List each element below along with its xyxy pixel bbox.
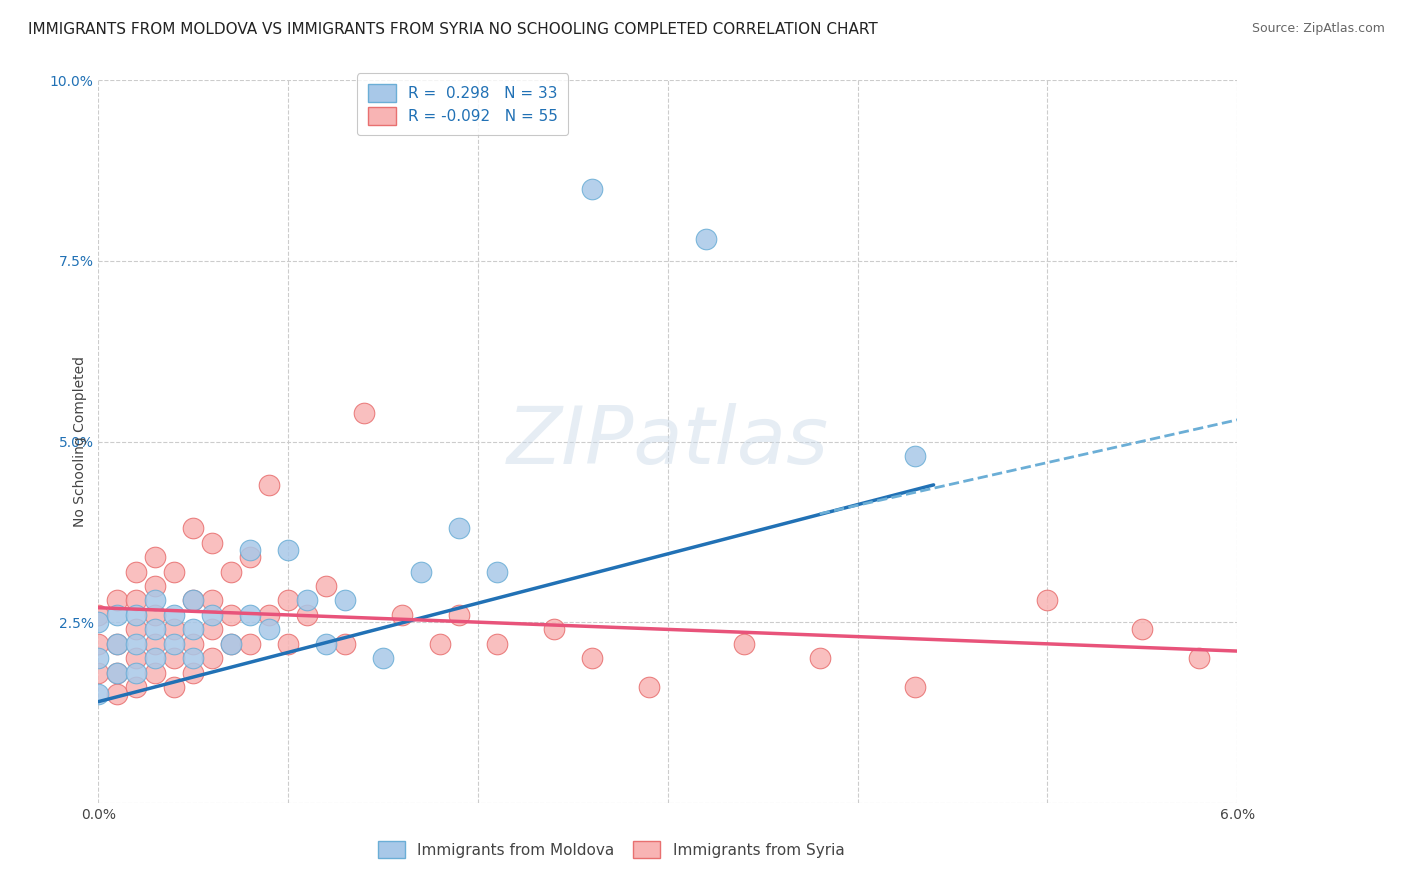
Point (335, 593, 357, 607)
Point (145, 651, 167, 665)
Point (486, 565, 509, 579)
Point (145, 550, 167, 565)
Point (904, 680, 927, 694)
Point (239, 542, 262, 557)
Point (239, 550, 262, 565)
Point (259, 478, 281, 492)
Point (1132, 623, 1154, 637)
Point (125, 623, 148, 637)
Point (449, 607, 471, 622)
Point (145, 623, 167, 637)
Point (449, 521, 471, 535)
Point (87, 615, 110, 630)
Point (277, 542, 299, 557)
Point (221, 607, 243, 622)
Point (107, 593, 129, 607)
Point (371, 651, 394, 665)
Point (201, 535, 224, 549)
Point (87, 637, 110, 651)
Point (145, 579, 167, 593)
Point (163, 651, 186, 665)
Point (145, 637, 167, 651)
Point (391, 607, 413, 622)
Point (733, 637, 755, 651)
Point (315, 579, 337, 593)
Point (183, 521, 205, 535)
Point (163, 607, 186, 622)
Point (429, 637, 451, 651)
Point (125, 651, 148, 665)
Point (183, 593, 205, 607)
Point (259, 607, 281, 622)
Point (107, 687, 129, 701)
Point (277, 593, 299, 607)
Point (259, 623, 281, 637)
Point (297, 593, 319, 607)
Point (543, 623, 565, 637)
Y-axis label: No Schooling Completed: No Schooling Completed (73, 356, 87, 527)
Point (335, 637, 357, 651)
Point (163, 565, 186, 579)
Point (107, 607, 129, 622)
Point (87, 607, 110, 622)
Point (808, 651, 831, 665)
Point (107, 637, 129, 651)
Point (201, 651, 224, 665)
Point (107, 665, 129, 680)
Point (125, 680, 148, 694)
Legend: Immigrants from Moldova, Immigrants from Syria: Immigrants from Moldova, Immigrants from… (368, 831, 853, 867)
Text: Source: ZipAtlas.com: Source: ZipAtlas.com (1251, 22, 1385, 36)
Point (87, 687, 110, 701)
Point (221, 637, 243, 651)
Point (125, 607, 148, 622)
Point (145, 665, 167, 680)
Point (107, 665, 129, 680)
Point (581, 182, 603, 196)
Point (125, 665, 148, 680)
Point (315, 637, 337, 651)
Point (145, 607, 167, 622)
Point (353, 406, 375, 420)
Point (163, 637, 186, 651)
Point (163, 680, 186, 694)
Point (201, 623, 224, 637)
Point (1188, 651, 1211, 665)
Point (1036, 593, 1059, 607)
Point (183, 593, 205, 607)
Point (581, 651, 603, 665)
Point (638, 680, 661, 694)
Text: ZIPatlas: ZIPatlas (506, 402, 830, 481)
Point (695, 232, 717, 246)
Point (277, 637, 299, 651)
Point (239, 607, 262, 622)
Point (221, 565, 243, 579)
Point (183, 665, 205, 680)
Point (183, 651, 205, 665)
Point (125, 565, 148, 579)
Point (183, 637, 205, 651)
Point (107, 637, 129, 651)
Point (183, 623, 205, 637)
Point (221, 637, 243, 651)
Point (87, 651, 110, 665)
Point (145, 593, 167, 607)
Point (163, 623, 186, 637)
Point (239, 637, 262, 651)
Point (125, 593, 148, 607)
Point (904, 449, 927, 463)
Point (486, 637, 509, 651)
Point (125, 637, 148, 651)
Point (201, 607, 224, 622)
Text: IMMIGRANTS FROM MOLDOVA VS IMMIGRANTS FROM SYRIA NO SCHOOLING COMPLETED CORRELAT: IMMIGRANTS FROM MOLDOVA VS IMMIGRANTS FR… (28, 22, 877, 37)
Point (297, 607, 319, 622)
Point (411, 565, 433, 579)
Point (87, 665, 110, 680)
Point (201, 593, 224, 607)
